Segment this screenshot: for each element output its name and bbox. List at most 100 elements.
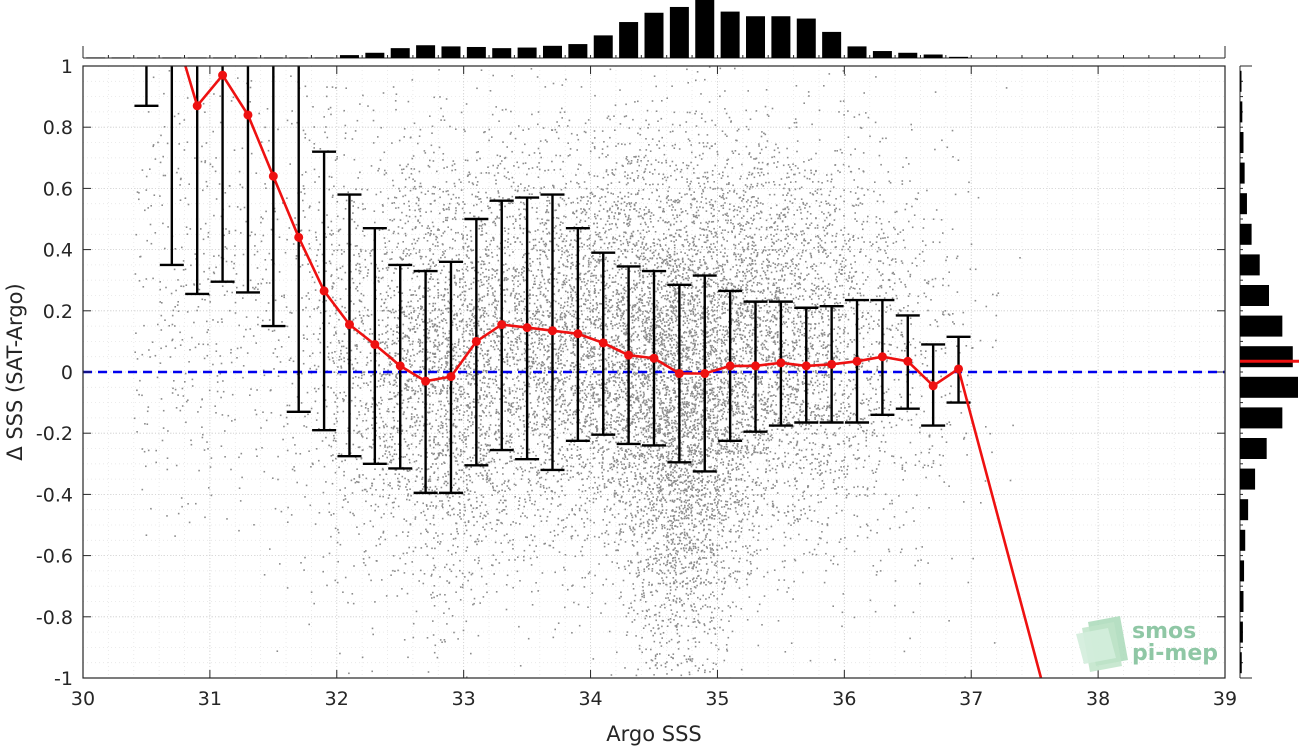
scatter-point (758, 282, 761, 284)
scatter-point (699, 259, 701, 261)
scatter-point (598, 536, 600, 539)
scatter-point (710, 445, 713, 447)
scatter-point (579, 273, 581, 276)
scatter-point (647, 327, 649, 329)
scatter-point (673, 367, 676, 370)
scatter-point (485, 455, 487, 457)
scatter-point (699, 318, 702, 320)
scatter-point (589, 319, 592, 321)
scatter-point (873, 190, 875, 193)
scatter-point (514, 296, 516, 299)
scatter-point (885, 292, 887, 294)
scatter-point (756, 552, 758, 555)
scatter-point (586, 288, 588, 290)
scatter-point (762, 359, 764, 361)
scatter-point (876, 570, 878, 573)
scatter-point (533, 429, 535, 432)
scatter-point (508, 267, 510, 270)
scatter-point (783, 370, 785, 373)
scatter-point (600, 274, 602, 277)
scatter-point (749, 118, 752, 120)
scatter-point (617, 430, 619, 432)
scatter-point (819, 474, 821, 476)
scatter-point (690, 309, 693, 312)
scatter-point (431, 309, 434, 312)
scatter-point (512, 181, 515, 184)
scatter-point (726, 448, 728, 451)
scatter-point (789, 395, 792, 398)
scatter-point (924, 357, 927, 359)
scatter-point (559, 449, 562, 452)
scatter-point (669, 408, 671, 411)
scatter-point (554, 387, 557, 390)
scatter-point (574, 413, 577, 416)
scatter-point (760, 344, 763, 346)
scatter-point (388, 363, 391, 366)
scatter-point (691, 376, 693, 379)
scatter-point (759, 434, 762, 437)
scatter-point (519, 399, 521, 401)
scatter-point (701, 475, 703, 477)
scatter-point (801, 233, 803, 236)
scatter-point (824, 285, 826, 287)
scatter-point (468, 474, 470, 476)
scatter-point (755, 110, 758, 112)
scatter-point (689, 412, 691, 414)
scatter-point (589, 416, 591, 419)
scatter-point (729, 476, 731, 478)
scatter-point (749, 257, 751, 259)
scatter-point (895, 424, 898, 427)
scatter-point (860, 248, 862, 251)
scatter-point (647, 302, 650, 304)
scatter-point (640, 483, 643, 485)
scatter-point (642, 281, 644, 283)
scatter-point (819, 340, 821, 342)
scatter-point (646, 317, 649, 319)
scatter-point (580, 504, 583, 507)
scatter-point (572, 340, 574, 342)
scatter-point (682, 409, 684, 411)
scatter-point (785, 339, 787, 341)
scatter-point (558, 551, 561, 553)
scatter-point (808, 423, 810, 426)
scatter-point (520, 456, 522, 458)
scatter-point (644, 344, 647, 346)
scatter-point (453, 294, 455, 296)
scatter-point (672, 445, 675, 447)
scatter-point (698, 477, 700, 480)
scatter-point (771, 409, 774, 411)
scatter-point (570, 291, 572, 294)
scatter-point (604, 270, 606, 272)
scatter-point (541, 218, 543, 220)
scatter-point (691, 437, 694, 439)
scatter-point (741, 405, 743, 407)
scatter-point (574, 354, 576, 356)
scatter-point (722, 371, 725, 374)
scatter-point (747, 243, 749, 245)
scatter-point (599, 490, 602, 493)
scatter-point (731, 550, 733, 552)
scatter-point (626, 339, 628, 341)
scatter-point (589, 401, 591, 404)
scatter-point (637, 249, 639, 252)
scatter-point (635, 412, 637, 414)
scatter-point (912, 611, 915, 614)
scatter-point (594, 266, 596, 268)
scatter-point (706, 392, 708, 394)
scatter-point (707, 267, 709, 270)
scatter-point (757, 419, 760, 421)
scatter-point (637, 159, 639, 161)
scatter-point (809, 335, 812, 338)
scatter-point (686, 317, 689, 320)
scatter-point (716, 333, 718, 336)
scatter-point (629, 177, 632, 179)
scatter-point (729, 278, 731, 281)
scatter-point (619, 381, 621, 384)
scatter-point (696, 447, 698, 449)
scatter-point (708, 101, 711, 103)
scatter-point (626, 417, 628, 420)
scatter-point (665, 414, 667, 417)
scatter-point (667, 199, 670, 201)
scatter-point (487, 207, 490, 210)
scatter-point (469, 229, 472, 232)
